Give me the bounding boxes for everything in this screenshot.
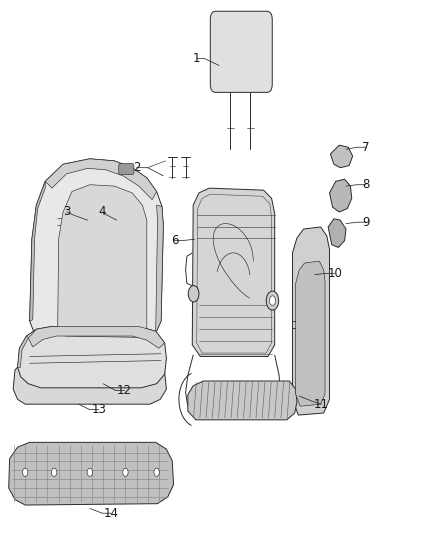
Polygon shape — [296, 261, 325, 406]
Text: 4: 4 — [99, 206, 106, 219]
Polygon shape — [328, 219, 346, 247]
Text: 9: 9 — [362, 216, 370, 229]
FancyBboxPatch shape — [119, 164, 134, 174]
Text: 8: 8 — [362, 178, 370, 191]
Polygon shape — [329, 179, 352, 212]
Polygon shape — [18, 336, 28, 367]
Circle shape — [154, 468, 159, 477]
Text: 3: 3 — [63, 206, 71, 219]
Polygon shape — [18, 327, 166, 388]
Text: 12: 12 — [117, 384, 132, 397]
FancyBboxPatch shape — [210, 11, 272, 92]
Circle shape — [87, 468, 92, 477]
Circle shape — [188, 286, 199, 302]
Text: 14: 14 — [104, 507, 119, 520]
Circle shape — [269, 296, 276, 305]
Polygon shape — [9, 442, 173, 505]
Polygon shape — [155, 205, 163, 336]
Circle shape — [52, 468, 57, 477]
Text: 13: 13 — [91, 403, 106, 416]
Text: 11: 11 — [314, 398, 329, 410]
Text: 6: 6 — [171, 234, 178, 247]
Circle shape — [123, 468, 128, 477]
Polygon shape — [293, 227, 329, 415]
Polygon shape — [30, 159, 163, 343]
Text: 7: 7 — [362, 141, 370, 154]
Polygon shape — [58, 185, 147, 337]
Text: 2: 2 — [133, 161, 140, 174]
Polygon shape — [330, 145, 353, 168]
Polygon shape — [28, 327, 165, 348]
Text: 10: 10 — [327, 267, 342, 280]
Circle shape — [22, 468, 28, 477]
Polygon shape — [13, 359, 166, 404]
Circle shape — [266, 291, 279, 310]
Polygon shape — [192, 188, 275, 357]
Text: 1: 1 — [193, 52, 201, 65]
Polygon shape — [30, 181, 45, 321]
Polygon shape — [45, 159, 157, 200]
Polygon shape — [188, 381, 297, 420]
